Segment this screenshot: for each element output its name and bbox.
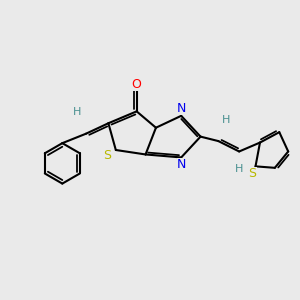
Text: N: N: [176, 158, 186, 171]
Text: S: S: [248, 167, 256, 180]
Text: N: N: [176, 103, 186, 116]
Text: S: S: [103, 149, 111, 162]
Text: H: H: [235, 164, 243, 174]
Text: H: H: [222, 115, 230, 125]
Text: O: O: [132, 78, 142, 91]
Text: H: H: [73, 107, 81, 117]
